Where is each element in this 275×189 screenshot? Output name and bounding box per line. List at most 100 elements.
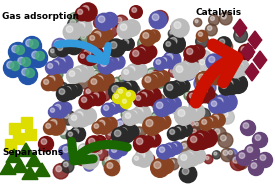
Polygon shape [26, 153, 42, 167]
Circle shape [236, 150, 252, 166]
Circle shape [138, 152, 145, 159]
Circle shape [239, 153, 245, 158]
Circle shape [96, 118, 112, 134]
Circle shape [219, 81, 233, 95]
Circle shape [61, 104, 65, 107]
Circle shape [54, 80, 58, 85]
Circle shape [210, 70, 217, 77]
Circle shape [170, 129, 175, 134]
Circle shape [122, 80, 138, 96]
Circle shape [117, 125, 135, 143]
Circle shape [241, 121, 255, 136]
Circle shape [179, 141, 192, 155]
Circle shape [101, 103, 115, 117]
Circle shape [126, 64, 142, 80]
Polygon shape [245, 63, 259, 81]
Circle shape [78, 64, 94, 80]
Circle shape [71, 14, 75, 18]
Circle shape [126, 92, 131, 96]
Polygon shape [241, 43, 255, 61]
Circle shape [43, 122, 56, 135]
Circle shape [186, 152, 193, 159]
Circle shape [235, 26, 244, 35]
Circle shape [81, 48, 93, 61]
Circle shape [132, 8, 137, 12]
Circle shape [158, 158, 174, 174]
Polygon shape [12, 132, 23, 143]
Circle shape [51, 59, 65, 73]
Circle shape [228, 150, 233, 155]
Circle shape [210, 16, 214, 20]
Circle shape [156, 110, 161, 115]
Circle shape [46, 123, 51, 128]
Circle shape [130, 86, 134, 91]
Polygon shape [12, 159, 28, 173]
Circle shape [243, 123, 249, 129]
Circle shape [82, 18, 86, 22]
Circle shape [89, 138, 95, 144]
Circle shape [227, 149, 238, 160]
Circle shape [78, 144, 90, 156]
Circle shape [101, 31, 107, 36]
Circle shape [187, 91, 201, 105]
Circle shape [106, 145, 111, 150]
Circle shape [56, 166, 62, 172]
Circle shape [170, 31, 173, 34]
Circle shape [101, 75, 107, 81]
Circle shape [9, 43, 28, 61]
Circle shape [72, 66, 88, 82]
Circle shape [53, 164, 68, 179]
Circle shape [118, 42, 123, 46]
Circle shape [234, 155, 249, 169]
Circle shape [156, 79, 165, 88]
Circle shape [233, 157, 239, 163]
Circle shape [120, 98, 131, 108]
Circle shape [150, 116, 166, 132]
Circle shape [55, 41, 60, 46]
Circle shape [175, 127, 181, 132]
Circle shape [61, 111, 76, 125]
Circle shape [170, 37, 177, 45]
Circle shape [196, 30, 208, 42]
Circle shape [88, 46, 104, 62]
Circle shape [110, 104, 115, 108]
Circle shape [154, 161, 161, 169]
FancyArrowPatch shape [72, 141, 127, 161]
Circle shape [105, 119, 111, 124]
Circle shape [104, 76, 109, 80]
Circle shape [182, 64, 189, 70]
Circle shape [48, 64, 53, 68]
Circle shape [108, 102, 120, 114]
Circle shape [68, 40, 75, 46]
Circle shape [189, 99, 200, 110]
Circle shape [50, 68, 63, 81]
Circle shape [126, 22, 133, 29]
Circle shape [170, 69, 174, 73]
Circle shape [227, 69, 232, 73]
Circle shape [146, 154, 155, 163]
Circle shape [47, 117, 65, 135]
Circle shape [88, 96, 93, 100]
Circle shape [237, 63, 243, 68]
Circle shape [51, 78, 64, 91]
Circle shape [211, 113, 225, 127]
Circle shape [55, 43, 69, 57]
Circle shape [26, 68, 34, 77]
Circle shape [120, 76, 123, 79]
Circle shape [159, 76, 163, 80]
Circle shape [107, 39, 125, 57]
Circle shape [173, 106, 177, 110]
Circle shape [57, 44, 68, 56]
Circle shape [95, 13, 113, 31]
Circle shape [57, 125, 62, 130]
Circle shape [209, 15, 219, 26]
Circle shape [153, 114, 158, 119]
Circle shape [208, 94, 213, 99]
Circle shape [152, 70, 163, 81]
Circle shape [252, 132, 268, 147]
Circle shape [191, 136, 197, 143]
Circle shape [198, 32, 203, 36]
Circle shape [120, 24, 127, 31]
Circle shape [230, 82, 235, 87]
Circle shape [196, 133, 203, 141]
